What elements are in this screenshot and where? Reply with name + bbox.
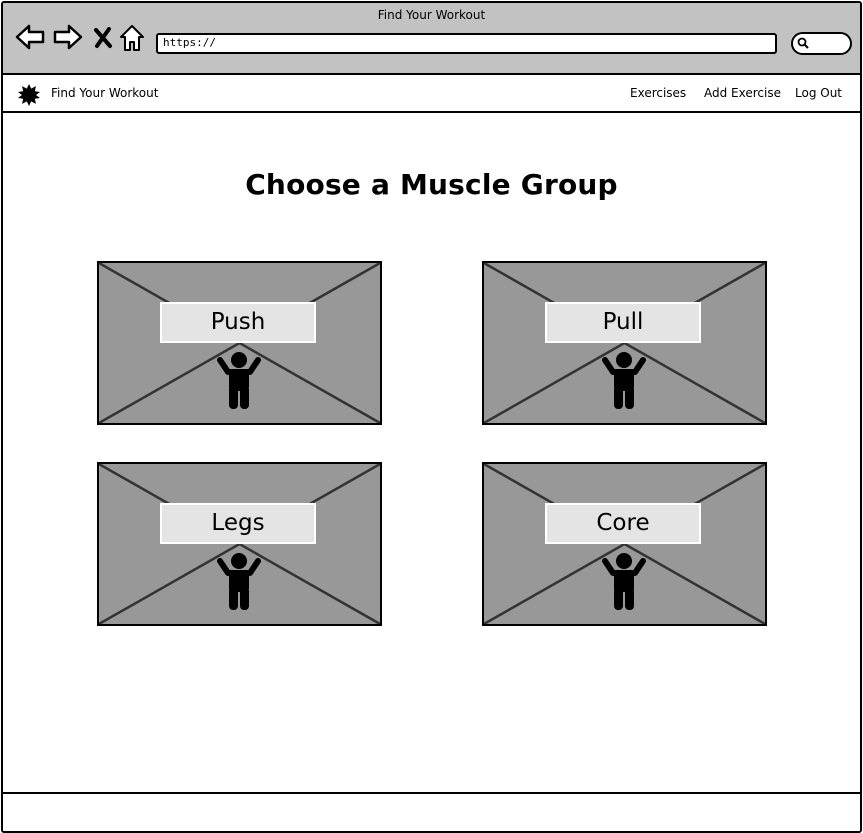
nav-brand[interactable]: Find Your Workout [51,86,159,100]
muscle-group-card-core[interactable]: Core [482,462,767,626]
person-arms-up-icon [217,352,261,409]
muscle-group-card-push[interactable]: Push [97,261,382,425]
image-placeholder [484,263,765,423]
muscle-group-label: Push [160,302,316,343]
top-navbar: Find Your Workout Exercises Add Exercise… [3,75,860,113]
address-bar-url: https:// [163,36,216,49]
home-icon [120,25,144,51]
logo[interactable] [17,83,41,111]
nav-link-add-exercise[interactable]: Add Exercise [704,86,781,100]
search-icon [797,37,809,49]
arrow-left-icon [15,24,45,50]
back-button[interactable] [15,23,45,55]
muscle-group-card-pull[interactable]: Pull [482,261,767,425]
nav-link-log-out[interactable]: Log Out [795,86,843,100]
muscle-group-label: Core [545,503,701,544]
gear-logo-icon [18,84,40,106]
arrow-right-icon [53,24,83,50]
forward-button[interactable] [53,23,83,55]
muscle-group-card-legs[interactable]: Legs [97,462,382,626]
muscle-group-label: Pull [545,302,701,343]
page-title: Choose a Muscle Group [245,168,618,201]
stop-button[interactable] [93,27,113,53]
browser-search-field[interactable] [791,32,852,55]
nav-link-exercises[interactable]: Exercises [630,86,687,100]
browser-chrome: Find Your Workout https:// [3,3,860,75]
address-bar[interactable]: https:// [156,33,777,54]
image-placeholder [99,263,380,423]
person-arms-up-icon [602,553,646,610]
image-placeholder [484,464,765,624]
person-arms-up-icon [602,352,646,409]
image-placeholder [99,464,380,624]
page-footer [3,792,860,831]
home-button[interactable] [119,24,145,56]
muscle-group-label: Legs [160,503,316,544]
close-icon [94,27,112,48]
window-title: Find Your Workout [377,8,486,22]
person-arms-up-icon [217,553,261,610]
